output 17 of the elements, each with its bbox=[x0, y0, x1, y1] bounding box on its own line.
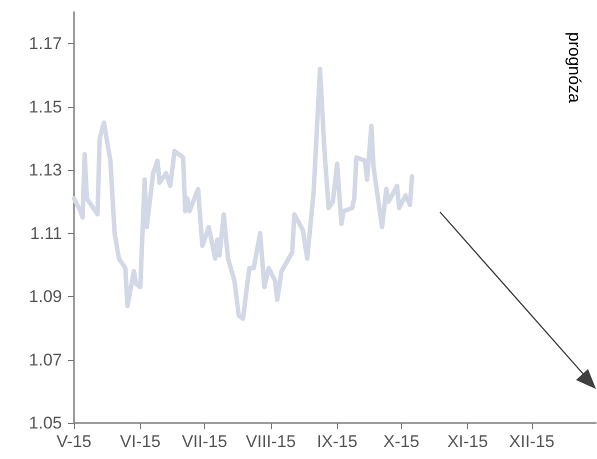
x-tick-label: VIII-15 bbox=[246, 432, 296, 451]
x-tick-label: XI-15 bbox=[447, 432, 488, 451]
y-tick-label: 1.09 bbox=[28, 287, 62, 306]
y-tick-label: 1.05 bbox=[28, 414, 62, 432]
y-tick-label: 1.11 bbox=[30, 224, 62, 243]
y-tick-label: 1.17 bbox=[28, 34, 62, 54]
x-tick-label: XII-15 bbox=[509, 432, 554, 451]
x-tick-label: VII-15 bbox=[182, 432, 228, 451]
y-tick-label: 1.07 bbox=[28, 350, 62, 370]
x-tick-label: X-15 bbox=[383, 432, 420, 451]
y-tick-label: 1.13 bbox=[28, 160, 62, 180]
annotation: prognóza bbox=[564, 32, 584, 103]
y-tick-label: 1.15 bbox=[28, 97, 62, 116]
x-tick-label: V-15 bbox=[56, 432, 92, 451]
x-tick-label: IX-15 bbox=[316, 432, 358, 451]
x-tick-label: VI-15 bbox=[120, 432, 161, 451]
line-series bbox=[72, 66, 414, 321]
